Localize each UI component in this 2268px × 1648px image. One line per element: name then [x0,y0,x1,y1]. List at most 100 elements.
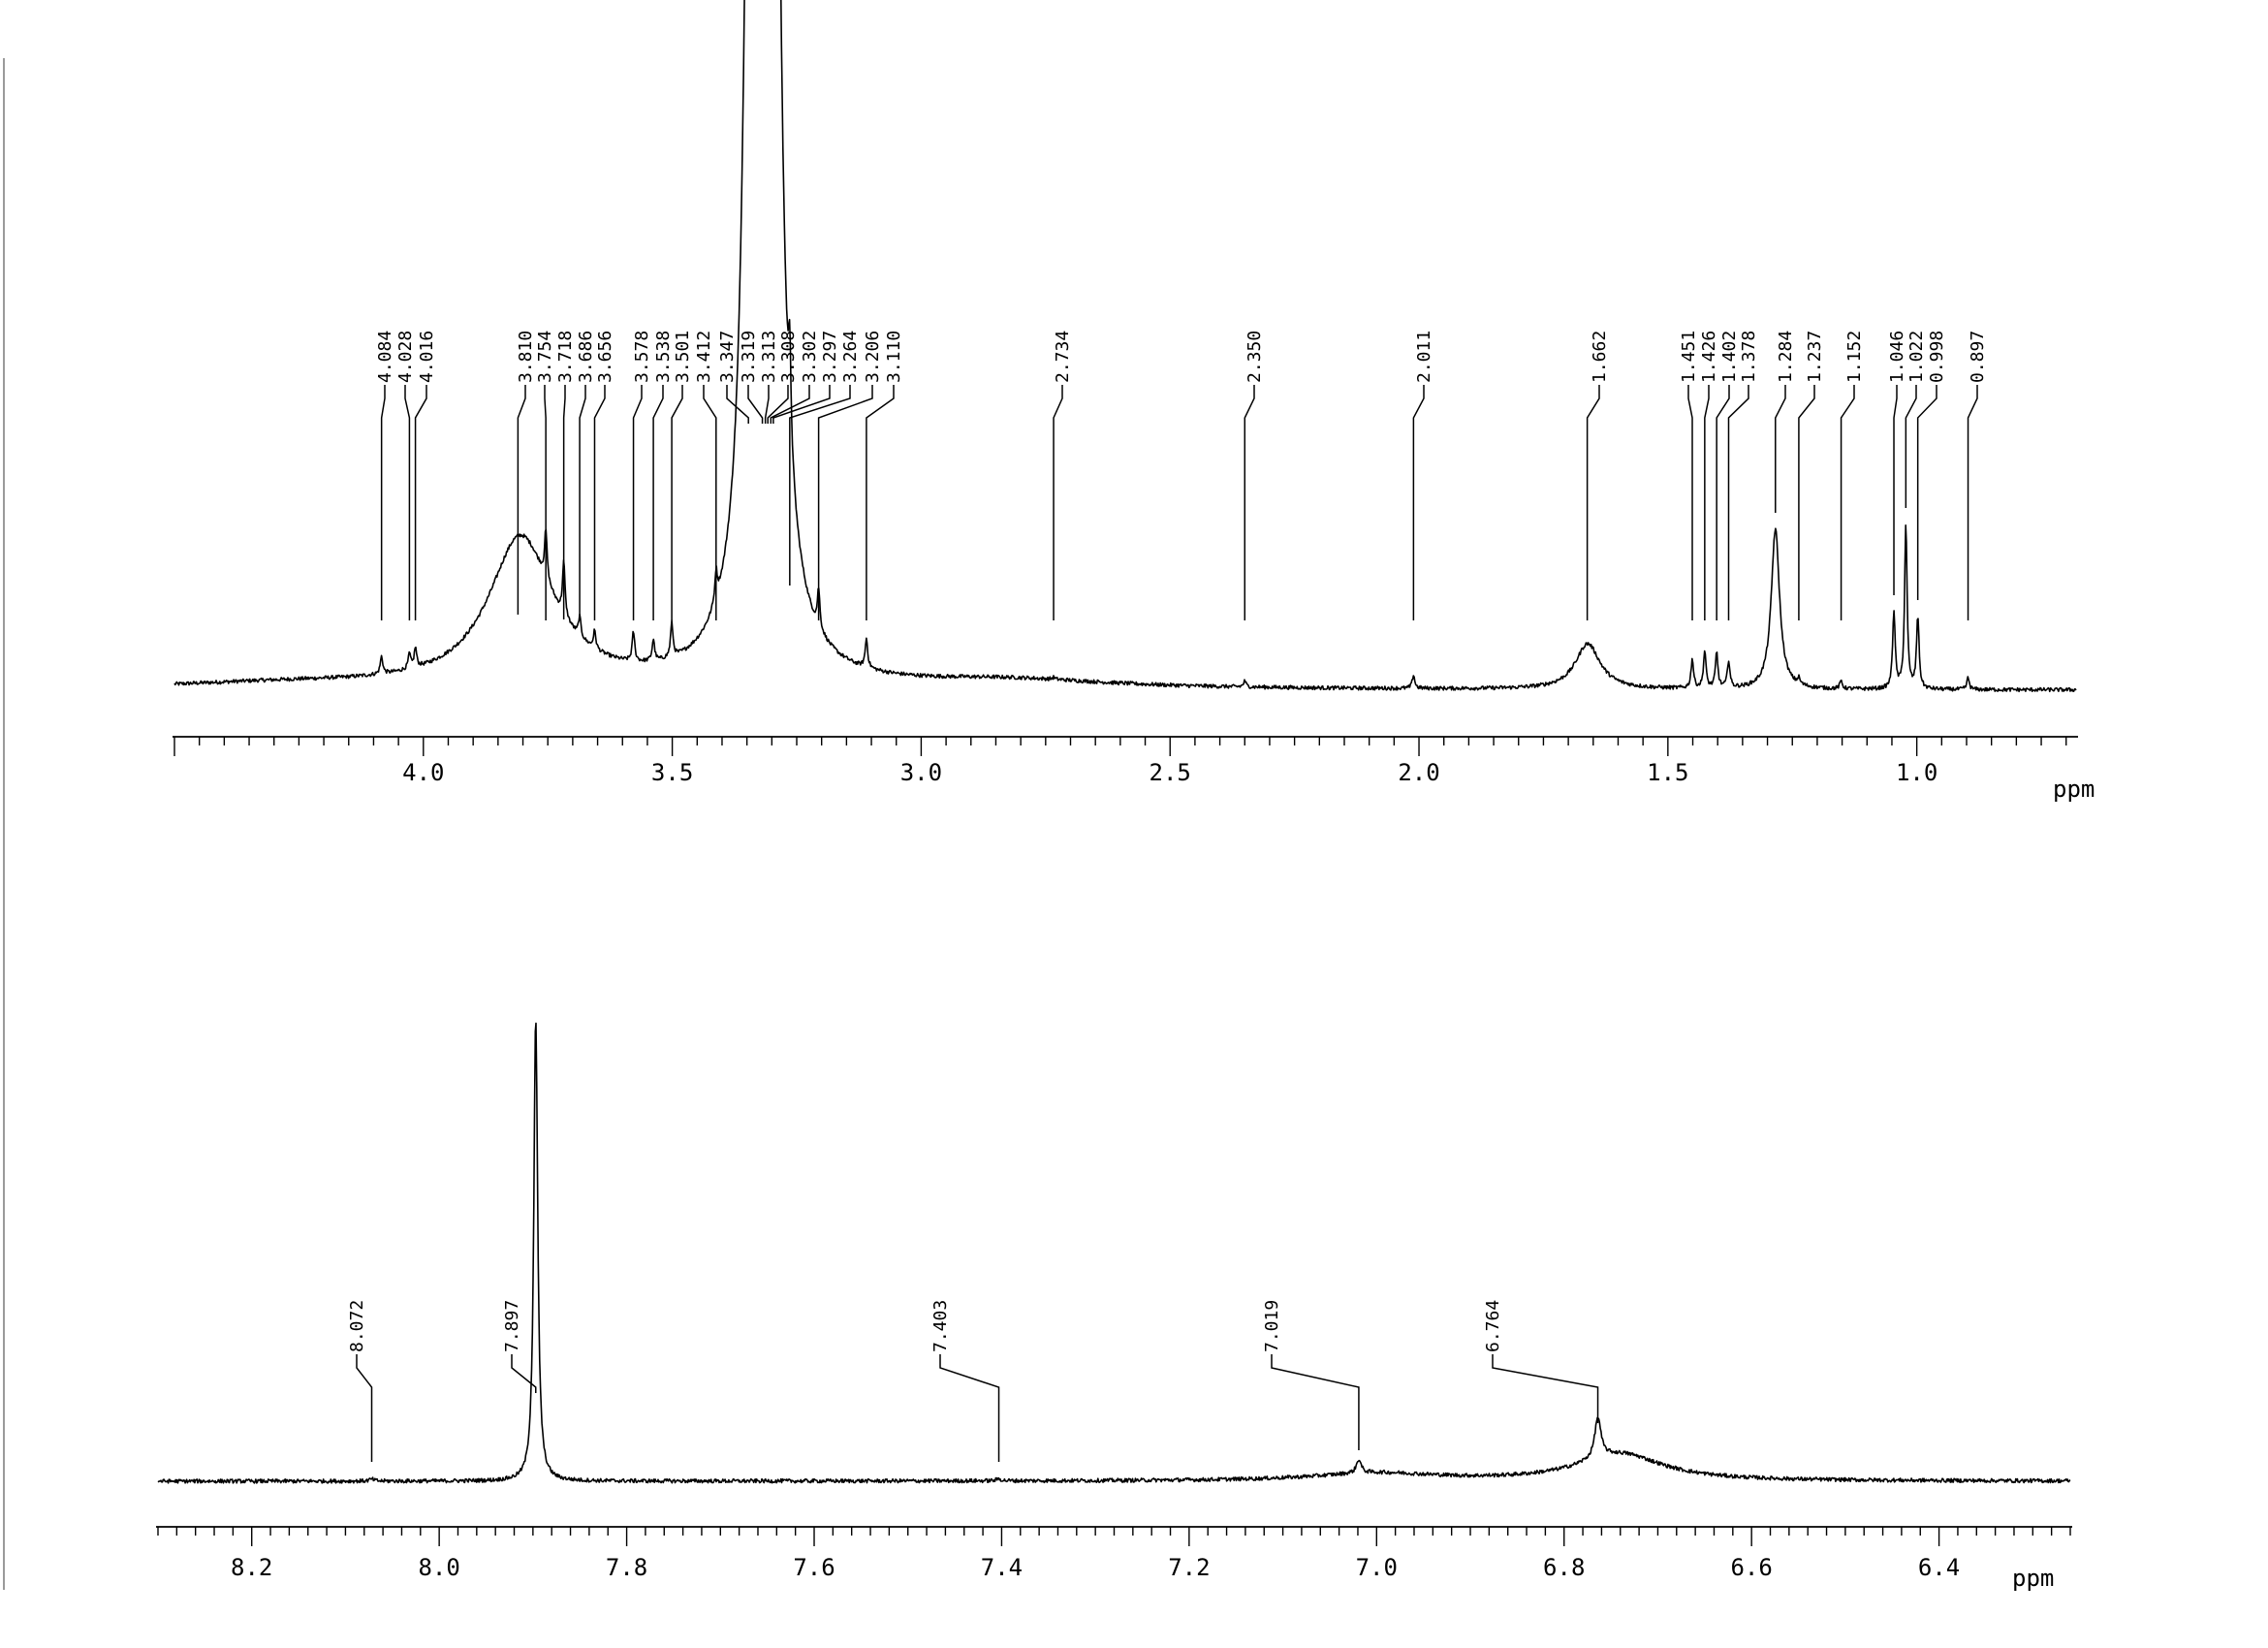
x-tick-label: 2.5 [1150,759,1191,786]
peak-leader-line [1893,385,1898,595]
peak-leader-line [1798,385,1815,620]
x-tick-label: 8.0 [418,1554,459,1581]
peak-label: 1.662 [1590,331,1610,383]
peak-label: 3.501 [673,331,693,383]
peak-leader-line [1905,385,1917,508]
peak-leader-line [380,385,386,620]
peak-label: 0.998 [1927,331,1947,383]
peak-label: 1.402 [1719,331,1740,383]
peak-label: 1.451 [1679,331,1699,383]
peak-leader-line [764,385,770,424]
peak-label: 3.110 [884,331,904,383]
peak-label: 2.011 [1414,331,1434,383]
peak-leader-line [770,385,810,424]
peak-label: 6.764 [1483,1300,1503,1352]
peak-leader-line [1916,385,1937,600]
peak-leader-line [1271,1354,1360,1450]
peak-leader-line [356,1354,373,1462]
peak-leader-line [562,385,566,619]
peak-label: 3.206 [863,331,883,383]
x-tick-label: 6.4 [1918,1554,1960,1581]
peak-leader-line [1775,385,1786,513]
peak-leader-line [703,385,717,620]
peak-leader-line [1053,385,1063,620]
x-tick-label: 6.6 [1730,1554,1772,1581]
peak-label: 7.897 [502,1300,522,1352]
peak-label: 3.810 [516,331,536,383]
peak-label: 8.072 [347,1300,367,1352]
x-tick-label: 2.0 [1398,759,1439,786]
peak-label: 4.028 [395,331,416,383]
peak-label: 4.084 [375,331,395,383]
peak-leader-line [1840,385,1855,620]
peak-leader-line [517,385,526,615]
peak-leader-line [414,385,427,620]
peak-leader-line [1727,385,1749,620]
peak-leader-line [1492,1354,1599,1423]
peak-leader-line [1244,385,1255,620]
x-tick-label: 7.0 [1356,1554,1398,1581]
peak-leader-line [632,385,643,620]
x-tick-label: 1.0 [1896,759,1937,786]
x-tick-label: 7.4 [981,1554,1023,1581]
peak-label: 1.426 [1699,331,1719,383]
peak-label: 1.152 [1844,331,1865,383]
upper-spectrum-panel: 4.0 3.5 3.0 2.5 2.0 1.5 1.0 ppm 4.084 4.028 4.016 3… [173,0,2095,803]
peak-leader-line [726,385,749,424]
peak-label: 3.754 [535,331,555,383]
peak-leader-line [404,385,411,620]
peak-leader-line [817,385,873,620]
peak-leader-line [866,385,895,620]
x-tick-label: 3.0 [900,759,942,786]
peak-leader-line [939,1354,1000,1462]
x-tick-label: 7.2 [1168,1554,1210,1581]
lower-spectrum-panel: 8.2 8.0 7.8 7.6 7.4 7.2 7.0 6.8 6.6 6.4 ppm 8.072 7.… [156,1022,2072,1592]
peak-leader-line [1967,385,1978,620]
x-tick-label: 7.8 [606,1554,647,1581]
peak-leader-line [1704,385,1710,620]
peak-label: 3.302 [800,331,820,383]
x-tick-label: 7.6 [793,1554,835,1581]
peak-label: 3.308 [778,331,799,383]
spectrum-trace [157,1022,2071,1484]
peak-label: 2.734 [1053,331,1073,383]
peak-label: 1.046 [1887,331,1907,383]
peak-label: 3.313 [759,331,779,383]
peak-label: 3.538 [653,331,674,383]
peak-label: 3.412 [694,331,714,383]
peak-label: 0.897 [1968,331,1988,383]
peak-label: 3.264 [840,331,861,383]
peak-leader-line [511,1354,537,1393]
peak-label: 7.019 [1262,1300,1282,1352]
peak-leader-line [593,385,606,620]
peak-leader-line [579,385,586,620]
peak-label: 3.656 [595,331,615,383]
peak-leader-line [1716,385,1730,620]
peak-label: 3.686 [576,331,596,383]
x-tick-label: 3.5 [651,759,693,786]
spectrum-trace [173,0,2077,693]
peak-leader-line [1586,385,1600,620]
peak-leader-line [789,385,851,586]
peak-label: 3.718 [555,331,576,383]
x-tick-label: 4.0 [402,759,444,786]
peak-label: 3.347 [717,331,738,383]
peak-label: 1.284 [1776,331,1796,383]
x-tick-label: 6.8 [1543,1554,1585,1581]
peak-leader-line [1687,385,1693,620]
peak-leader-line [671,385,683,620]
x-tick-label: 8.2 [231,1554,272,1581]
peak-leader-line [544,385,547,620]
x-tick-label: 1.5 [1647,759,1688,786]
peak-label: 7.403 [930,1300,951,1352]
peak-label: 4.016 [417,331,437,383]
peak-label: 1.237 [1805,331,1825,383]
peak-label: 3.578 [632,331,652,383]
peak-leader-line [747,385,764,424]
x-axis-unit-label: ppm [2053,776,2095,803]
peak-label: 1.378 [1739,331,1759,383]
peak-label: 3.319 [739,331,759,383]
peak-leader-line [652,385,664,620]
peak-label: 2.350 [1244,331,1265,383]
